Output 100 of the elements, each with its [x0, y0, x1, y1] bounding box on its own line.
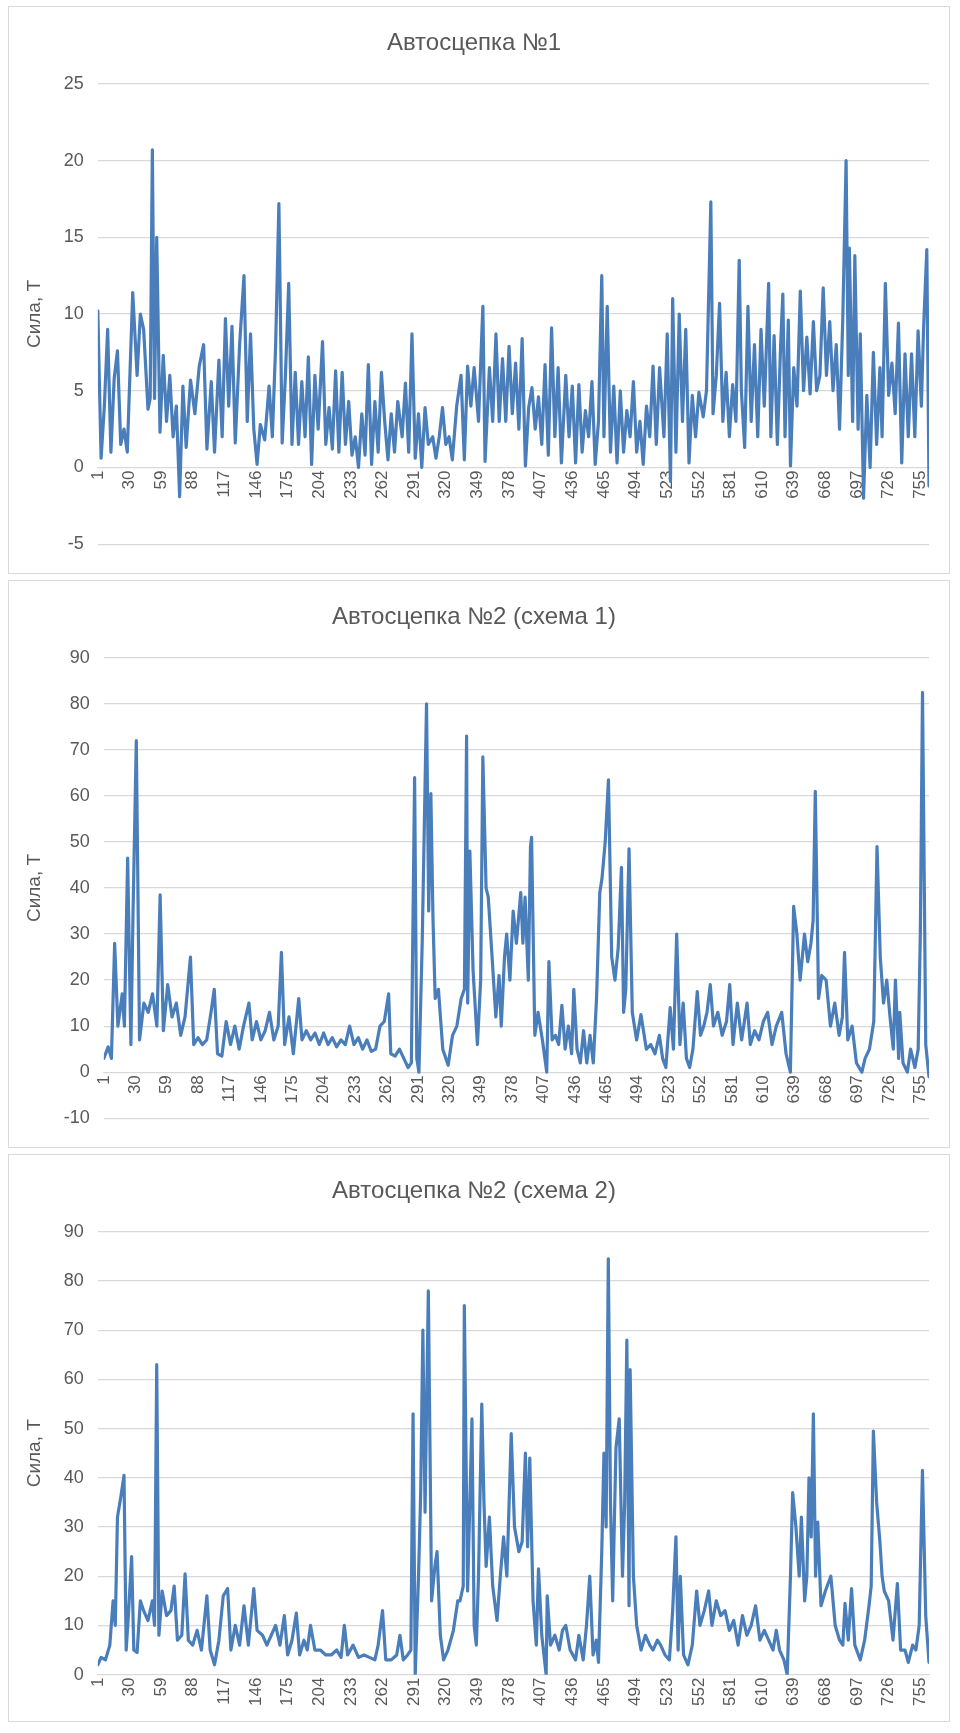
x-tick-label: 291 [403, 1677, 423, 1707]
x-tick-label: 523 [658, 1075, 678, 1104]
y-tick-label: 20 [69, 969, 90, 990]
x-tick-label: 755 [910, 1075, 930, 1104]
x-tick-label: 639 [784, 1075, 804, 1104]
x-tick-label: 291 [403, 470, 423, 499]
x-tick-label: 465 [593, 470, 613, 499]
y-tick-label: -5 [67, 533, 84, 554]
x-tick-label: 378 [498, 1677, 518, 1707]
y-tick-label: 10 [63, 302, 84, 323]
x-tick-label: 204 [313, 1075, 333, 1104]
x-tick-label: 320 [438, 1075, 458, 1104]
x-tick-label: 581 [721, 1075, 741, 1104]
x-tick-label: 726 [878, 470, 898, 499]
x-tick-label: 639 [783, 470, 803, 499]
y-tick-label: -10 [63, 1107, 90, 1128]
y-tick-label: 40 [63, 1466, 84, 1487]
x-tick-label: 407 [530, 1677, 550, 1707]
x-tick-label: 407 [533, 1075, 553, 1104]
x-tick-label: 610 [751, 470, 771, 499]
y-tick-label: 25 [63, 72, 84, 93]
x-tick-label: 59 [150, 1677, 170, 1697]
x-tick-label: 668 [815, 1677, 835, 1707]
y-tick-label: 20 [63, 1565, 84, 1586]
x-tick-label: 1 [87, 1677, 107, 1688]
x-tick-label: 320 [435, 470, 455, 499]
x-tick-label: 146 [245, 470, 265, 499]
chart-title: Автосцепка №2 (схема 1) [332, 602, 616, 630]
y-tick-label: 20 [63, 149, 84, 170]
x-tick-label: 726 [878, 1075, 898, 1104]
x-tick-label: 59 [150, 470, 170, 490]
x-tick-label: 262 [376, 1075, 396, 1104]
x-tick-label: 349 [470, 1075, 490, 1104]
x-tick-label: 378 [498, 470, 518, 499]
y-axis-title: Сила, Т [22, 1418, 44, 1488]
x-tick-label: 755 [909, 470, 929, 499]
x-tick-label: 697 [847, 1075, 867, 1104]
x-tick-label: 610 [751, 1677, 771, 1707]
x-tick-label: 552 [688, 470, 708, 499]
x-tick-label: 1 [93, 1075, 113, 1085]
x-tick-label: 117 [219, 1075, 239, 1103]
y-tick-label: 10 [63, 1614, 84, 1635]
x-tick-label: 117 [214, 470, 234, 498]
x-tick-label: 175 [277, 1677, 297, 1707]
x-tick-label: 88 [182, 470, 202, 490]
x-tick-label: 465 [595, 1075, 615, 1104]
x-tick-label: 610 [753, 1075, 772, 1104]
y-tick-label: 60 [63, 1368, 84, 1389]
x-tick-label: 30 [124, 1075, 144, 1095]
y-tick-label: 0 [73, 1663, 84, 1684]
x-tick-label: 30 [119, 1677, 139, 1697]
x-tick-label: 88 [187, 1075, 207, 1095]
x-tick-label: 146 [250, 1075, 270, 1104]
x-tick-label: 494 [625, 470, 645, 499]
y-tick-label: 80 [63, 1269, 84, 1290]
x-tick-label: 1 [87, 470, 107, 480]
x-tick-label: 320 [435, 1677, 455, 1707]
x-tick-label: 494 [627, 1075, 647, 1104]
x-tick-label: 436 [562, 1677, 581, 1707]
chart-title: Автосцепка №2 (схема 2) [332, 1176, 616, 1204]
x-tick-label: 349 [467, 470, 487, 499]
x-tick-label: 494 [625, 1677, 645, 1707]
x-tick-label: 262 [372, 1677, 392, 1707]
x-tick-label: 233 [340, 1677, 360, 1707]
x-tick-label: 581 [720, 470, 740, 499]
y-tick-label: 15 [63, 226, 84, 247]
x-tick-label: 552 [690, 1075, 710, 1104]
x-tick-label: 204 [308, 470, 328, 499]
y-tick-label: 90 [63, 1220, 84, 1241]
x-tick-label: 233 [340, 470, 360, 499]
y-tick-label: 30 [63, 1515, 84, 1536]
x-tick-label: 523 [656, 1677, 676, 1707]
y-axis-title: Сила, Т [22, 853, 44, 923]
x-tick-label: 407 [530, 470, 550, 499]
y-tick-label: 5 [73, 379, 84, 400]
x-tick-label: 697 [846, 470, 866, 499]
y-tick-label: 70 [69, 738, 90, 759]
x-tick-label: 639 [783, 1677, 803, 1707]
x-tick-label: 262 [372, 470, 392, 499]
x-tick-label: 175 [277, 470, 297, 499]
x-tick-label: 436 [564, 1075, 584, 1104]
y-tick-label: 30 [69, 923, 90, 944]
y-tick-label: 0 [79, 1061, 90, 1082]
x-tick-label: 88 [182, 1677, 202, 1697]
y-tick-label: 40 [69, 876, 90, 897]
x-tick-label: 581 [720, 1677, 740, 1707]
x-tick-label: 30 [119, 470, 139, 490]
y-tick-label: 60 [69, 784, 90, 805]
y-tick-label: 50 [63, 1417, 84, 1438]
x-tick-label: 755 [909, 1677, 929, 1707]
y-tick-label: 0 [73, 456, 84, 477]
x-tick-label: 291 [407, 1075, 427, 1104]
y-axis-title: Сила, Т [22, 279, 44, 349]
y-tick-label: 50 [69, 830, 90, 851]
y-tick-label: 90 [69, 646, 90, 667]
x-tick-label: 146 [245, 1677, 265, 1707]
x-tick-label: 349 [467, 1677, 487, 1707]
x-tick-label: 552 [688, 1677, 708, 1707]
x-tick-label: 726 [878, 1677, 898, 1707]
x-tick-label: 59 [156, 1075, 176, 1095]
